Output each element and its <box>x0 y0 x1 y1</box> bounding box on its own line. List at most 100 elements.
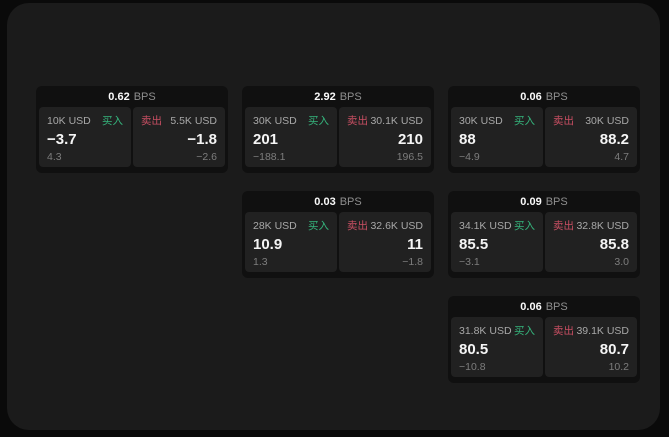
quote-card: 0.03 BPS 28K USD 买入 10.9 1.3 卖出 32.6K US… <box>242 191 434 278</box>
buy-tile-header: 28K USD 买入 <box>253 218 329 233</box>
card-body: 30K USD 买入 201 −188.1 卖出 30.1K USD 210 1… <box>242 107 434 170</box>
sell-delta: 3.0 <box>614 255 629 268</box>
card-body: 28K USD 买入 10.9 1.3 卖出 32.6K USD 11 −1.8 <box>242 212 434 275</box>
bps-unit-label: BPS <box>545 90 568 103</box>
buy-delta: −3.1 <box>459 255 480 268</box>
bps-value: 0.06 <box>520 300 542 313</box>
buy-label: 买入 <box>308 115 329 127</box>
buy-label: 买入 <box>514 325 535 337</box>
sell-delta: 4.7 <box>614 150 629 163</box>
buy-label: 买入 <box>308 220 329 232</box>
bps-unit-label: BPS <box>339 90 362 103</box>
card-header: 0.09 BPS <box>448 191 640 212</box>
sell-label: 卖出 <box>141 115 162 127</box>
buy-price: 88 <box>459 131 476 149</box>
buy-size: 30K USD <box>253 114 297 127</box>
sell-price: 88.2 <box>599 131 629 149</box>
card-body: 34.1K USD 买入 85.5 −3.1 卖出 32.8K USD 85.8… <box>448 212 640 275</box>
buy-delta: −188.1 <box>253 150 286 163</box>
buy-tile[interactable]: 28K USD 买入 10.9 1.3 <box>245 212 337 272</box>
buy-price: 10.9 <box>253 236 283 254</box>
sell-size: 5.5K USD <box>170 114 217 127</box>
bps-unit-label: BPS <box>339 195 362 208</box>
buy-tile-header: 34.1K USD 买入 <box>459 218 535 233</box>
bps-value: 0.03 <box>314 195 336 208</box>
sell-tile[interactable]: 卖出 32.8K USD 85.8 3.0 <box>545 212 637 272</box>
sell-tile-header: 卖出 32.8K USD <box>553 218 629 233</box>
sell-tile[interactable]: 卖出 5.5K USD −1.8 −2.6 <box>133 107 225 167</box>
buy-tile[interactable]: 34.1K USD 买入 85.5 −3.1 <box>451 212 543 272</box>
buy-tile-header: 30K USD 买入 <box>459 113 535 128</box>
quote-card: 0.09 BPS 34.1K USD 买入 85.5 −3.1 卖出 32.8K… <box>448 191 640 278</box>
sell-label: 卖出 <box>347 220 368 232</box>
app-canvas: 0.62 BPS 10K USD 买入 −3.7 4.3 卖出 5.5K USD… <box>7 3 660 430</box>
bps-unit-label: BPS <box>133 90 156 103</box>
sell-price: 85.8 <box>599 236 629 254</box>
sell-delta: −1.8 <box>402 255 423 268</box>
sell-delta: 10.2 <box>608 360 629 373</box>
buy-tile[interactable]: 31.8K USD 买入 80.5 −10.8 <box>451 317 543 377</box>
bps-unit-label: BPS <box>545 300 568 313</box>
buy-tile[interactable]: 30K USD 买入 201 −188.1 <box>245 107 337 167</box>
sell-tile[interactable]: 卖出 39.1K USD 80.7 10.2 <box>545 317 637 377</box>
quote-card: 0.62 BPS 10K USD 买入 −3.7 4.3 卖出 5.5K USD… <box>36 86 228 173</box>
bps-value: 0.09 <box>520 195 542 208</box>
card-body: 31.8K USD 买入 80.5 −10.8 卖出 39.1K USD 80.… <box>448 317 640 380</box>
buy-size: 31.8K USD <box>459 324 512 337</box>
buy-tile-header: 10K USD 买入 <box>47 113 123 128</box>
buy-price: 85.5 <box>459 236 489 254</box>
sell-tile-header: 卖出 39.1K USD <box>553 323 629 338</box>
sell-tile[interactable]: 卖出 32.6K USD 11 −1.8 <box>339 212 431 272</box>
sell-label: 卖出 <box>553 220 574 232</box>
buy-delta: −4.9 <box>459 150 480 163</box>
sell-label: 卖出 <box>347 115 368 127</box>
card-body: 10K USD 买入 −3.7 4.3 卖出 5.5K USD −1.8 −2.… <box>36 107 228 170</box>
sell-size: 30.1K USD <box>370 114 423 127</box>
sell-price: −1.8 <box>187 131 217 149</box>
sell-tile[interactable]: 卖出 30.1K USD 210 196.5 <box>339 107 431 167</box>
bps-value: 0.06 <box>520 90 542 103</box>
quote-card: 0.06 BPS 30K USD 买入 88 −4.9 卖出 30K USD 8… <box>448 86 640 173</box>
sell-label: 卖出 <box>553 325 574 337</box>
quote-card: 2.92 BPS 30K USD 买入 201 −188.1 卖出 30.1K … <box>242 86 434 173</box>
buy-size: 28K USD <box>253 219 297 232</box>
sell-size: 30K USD <box>585 114 629 127</box>
sell-price: 80.7 <box>599 341 629 359</box>
sell-label: 卖出 <box>553 115 574 127</box>
card-header: 0.06 BPS <box>448 296 640 317</box>
sell-price: 210 <box>397 131 423 149</box>
buy-label: 买入 <box>102 115 123 127</box>
sell-tile-header: 卖出 5.5K USD <box>141 113 217 128</box>
sell-tile-header: 卖出 30K USD <box>553 113 629 128</box>
buy-price: 80.5 <box>459 341 489 359</box>
sell-size: 32.6K USD <box>370 219 423 232</box>
bps-unit-label: BPS <box>545 195 568 208</box>
buy-size: 34.1K USD <box>459 219 512 232</box>
buy-tile-header: 30K USD 买入 <box>253 113 329 128</box>
buy-delta: 4.3 <box>47 150 62 163</box>
sell-price: 11 <box>407 236 423 254</box>
buy-size: 30K USD <box>459 114 503 127</box>
card-header: 0.03 BPS <box>242 191 434 212</box>
buy-size: 10K USD <box>47 114 91 127</box>
card-header: 2.92 BPS <box>242 86 434 107</box>
buy-delta: 1.3 <box>253 255 268 268</box>
buy-price: 201 <box>253 131 279 149</box>
buy-tile[interactable]: 10K USD 买入 −3.7 4.3 <box>39 107 131 167</box>
card-header: 0.06 BPS <box>448 86 640 107</box>
buy-tile-header: 31.8K USD 买入 <box>459 323 535 338</box>
buy-label: 买入 <box>514 220 535 232</box>
buy-label: 买入 <box>514 115 535 127</box>
sell-delta: 196.5 <box>396 150 423 163</box>
sell-size: 32.8K USD <box>576 219 629 232</box>
sell-size: 39.1K USD <box>576 324 629 337</box>
buy-tile[interactable]: 30K USD 买入 88 −4.9 <box>451 107 543 167</box>
sell-tile[interactable]: 卖出 30K USD 88.2 4.7 <box>545 107 637 167</box>
bps-value: 2.92 <box>314 90 336 103</box>
sell-tile-header: 卖出 30.1K USD <box>347 113 423 128</box>
buy-delta: −10.8 <box>459 360 486 373</box>
sell-tile-header: 卖出 32.6K USD <box>347 218 423 233</box>
sell-delta: −2.6 <box>196 150 217 163</box>
card-header: 0.62 BPS <box>36 86 228 107</box>
quote-card: 0.06 BPS 31.8K USD 买入 80.5 −10.8 卖出 39.1… <box>448 296 640 383</box>
